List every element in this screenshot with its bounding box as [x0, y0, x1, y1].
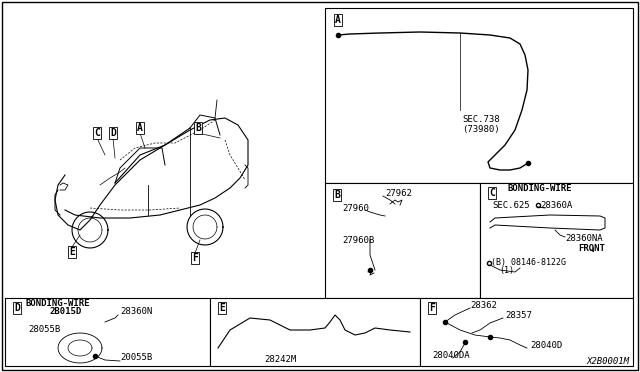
- Text: B: B: [195, 123, 201, 133]
- Text: 28360NA: 28360NA: [565, 234, 603, 243]
- Text: 28362: 28362: [470, 301, 497, 310]
- Text: C: C: [489, 188, 495, 198]
- Text: F: F: [192, 253, 198, 263]
- Text: 28242M: 28242M: [264, 356, 296, 365]
- Text: A: A: [335, 15, 341, 25]
- Text: 28360A: 28360A: [540, 201, 572, 209]
- Text: BONDING-WIRE: BONDING-WIRE: [26, 298, 90, 308]
- Text: F: F: [429, 303, 435, 313]
- Text: 28040DA: 28040DA: [432, 350, 470, 359]
- Bar: [210, 298, 420, 366]
- Bar: [480, 183, 633, 298]
- Text: E: E: [219, 303, 225, 313]
- Text: 27962: 27962: [385, 189, 412, 198]
- Text: D: D: [14, 303, 20, 313]
- Text: BONDING-WIRE: BONDING-WIRE: [508, 183, 573, 192]
- Text: (B) 08146-8122G: (B) 08146-8122G: [491, 259, 566, 267]
- Text: A: A: [137, 123, 143, 133]
- Text: C: C: [94, 128, 100, 138]
- Text: E: E: [69, 247, 75, 257]
- Text: 28040D: 28040D: [530, 340, 563, 350]
- Text: 27960B: 27960B: [342, 235, 374, 244]
- Text: X2B0001M: X2B0001M: [587, 357, 630, 366]
- Text: SEC.738
(73980): SEC.738 (73980): [462, 115, 500, 134]
- Text: 28360N: 28360N: [120, 308, 152, 317]
- Text: FRONT: FRONT: [578, 244, 605, 253]
- Text: SEC.625: SEC.625: [492, 201, 530, 209]
- Bar: [325, 8, 633, 183]
- Text: B: B: [334, 190, 340, 200]
- Text: 2B015D: 2B015D: [50, 307, 83, 315]
- Bar: [420, 298, 633, 366]
- Bar: [325, 183, 480, 298]
- Bar: [5, 298, 210, 366]
- Text: 27960: 27960: [342, 203, 369, 212]
- Text: D: D: [110, 128, 116, 138]
- Text: 20055B: 20055B: [120, 353, 152, 362]
- Text: 28055B: 28055B: [28, 326, 60, 334]
- Text: (1): (1): [499, 266, 514, 275]
- Text: 28357: 28357: [505, 311, 532, 320]
